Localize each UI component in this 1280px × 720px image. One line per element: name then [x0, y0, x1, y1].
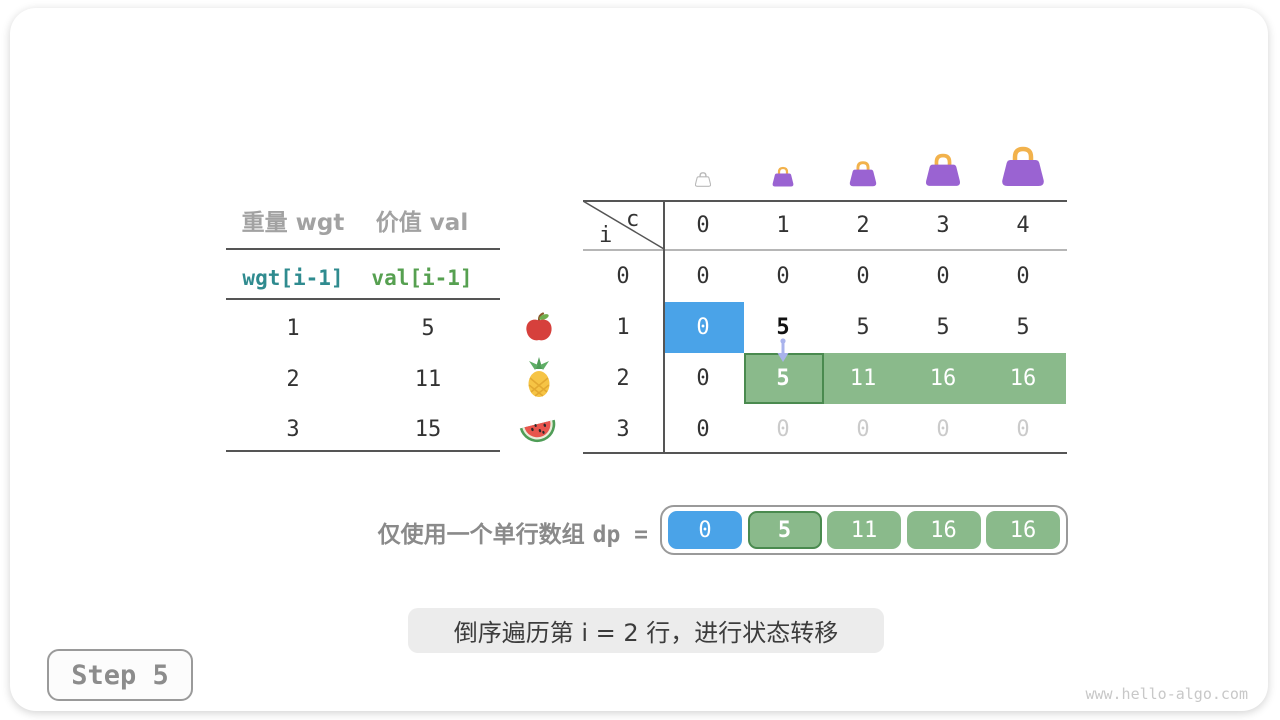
- dp-highlight-blue-cell: [665, 302, 744, 353]
- dp-cell-1-2: 5: [856, 315, 870, 340]
- dp-row-header-1: 1: [616, 315, 630, 340]
- dp-array-label: 仅使用一个单行数组 dp =: [310, 515, 648, 549]
- dp-col-header-4: 4: [1016, 212, 1030, 238]
- item-1-weight: 1: [286, 315, 300, 341]
- items-table-line-bottom: [226, 450, 500, 452]
- dp-cell-2-3: 16: [929, 366, 957, 391]
- dp-array-cell-3: 16: [906, 511, 981, 549]
- dp-table-line-header: [583, 249, 1067, 251]
- dp-col-header-0: 0: [696, 212, 710, 238]
- item-2-value: 11: [414, 366, 442, 392]
- dp-col-header-1: 1: [776, 212, 790, 238]
- dp-table-line-bottom: [583, 452, 1067, 454]
- apple-icon: [526, 312, 552, 341]
- caption-pill: 倒序遍历第 i = 2 行，进行状态转移: [408, 608, 884, 653]
- dp-cell-1-1: 5: [776, 315, 790, 340]
- dp-corner-col-label: c: [626, 207, 640, 232]
- dp-table-line-vertical: [663, 200, 665, 454]
- bag-size-1-icon: [772, 166, 794, 187]
- dp-array-cell-2: 11: [827, 511, 901, 549]
- dp-cell-3-3: 0: [936, 417, 950, 442]
- dp-cell-1-0: 0: [696, 315, 710, 340]
- dp-highlight-green-band: [744, 353, 1066, 404]
- dp-corner-diagonal: [583, 201, 664, 250]
- items-col-header-value: 价值 val: [375, 210, 469, 236]
- dp-cell-3-2: 0: [856, 417, 870, 442]
- dp-corner-row-label: i: [599, 223, 613, 248]
- dp-cell-3-0: 0: [696, 417, 710, 442]
- dp-array-cell-4: 16: [986, 511, 1060, 549]
- dp-array-cell-1: 5: [747, 511, 822, 549]
- bag-empty-icon: [695, 172, 711, 187]
- pineapple-icon: [528, 357, 550, 397]
- dp-array-label-code: dp =: [592, 522, 648, 548]
- bag-size-4-icon: [1002, 146, 1044, 186]
- dp-cell-2-4: 16: [1009, 366, 1037, 391]
- item-2-weight: 2: [286, 366, 300, 392]
- dp-col-header-3: 3: [936, 212, 950, 238]
- dp-array-label-text: 仅使用一个单行数组: [377, 522, 585, 548]
- figure-card: 重量 wgt 价值 val wgt[i-1] val[i-1] 1 5 2 11…: [10, 8, 1268, 711]
- dp-cell-1-3: 5: [936, 315, 950, 340]
- dp-table-line-top: [583, 200, 1067, 202]
- dp-array-container: 0 5 11 16 16: [660, 505, 1068, 555]
- items-table-line-top: [226, 248, 500, 250]
- dp-row-header-3: 3: [616, 417, 630, 442]
- bag-size-2-icon: [849, 161, 877, 187]
- dp-array-cell-0: 0: [668, 511, 742, 549]
- dp-cell-0-0: 0: [696, 264, 710, 289]
- dp-cell-1-4: 5: [1016, 315, 1030, 340]
- dp-cell-2-2: 11: [849, 366, 877, 391]
- dp-cell-0-2: 0: [856, 264, 870, 289]
- item-3-weight: 3: [286, 416, 300, 442]
- bag-size-3-icon: [925, 153, 961, 186]
- item-1-value: 5: [421, 315, 435, 341]
- items-table-line-mid: [226, 298, 500, 300]
- dp-cell-3-4: 0: [1016, 417, 1030, 442]
- dp-cell-3-1: 0: [776, 417, 790, 442]
- dp-row-header-2: 2: [616, 366, 630, 391]
- dp-cell-0-1: 0: [776, 264, 790, 289]
- items-col-header-weight: 重量 wgt: [241, 210, 345, 236]
- dp-cell-2-0: 0: [696, 366, 710, 391]
- dp-row-header-0: 0: [616, 264, 630, 289]
- state-transition-arrow-icon: [777, 338, 789, 362]
- item-3-value: 15: [414, 416, 442, 442]
- items-code-header-wgt: wgt[i-1]: [242, 266, 344, 290]
- watermark: www.hello-algo.com: [1085, 685, 1248, 703]
- dp-cell-0-3: 0: [936, 264, 950, 289]
- watermelon-icon: [519, 419, 556, 443]
- step-badge: Step 5: [47, 649, 193, 701]
- dp-cell-2-1: 5: [776, 366, 790, 391]
- dp-cell-0-4: 0: [1016, 264, 1030, 289]
- items-code-header-val: val[i-1]: [371, 266, 473, 290]
- dp-col-header-2: 2: [856, 212, 870, 238]
